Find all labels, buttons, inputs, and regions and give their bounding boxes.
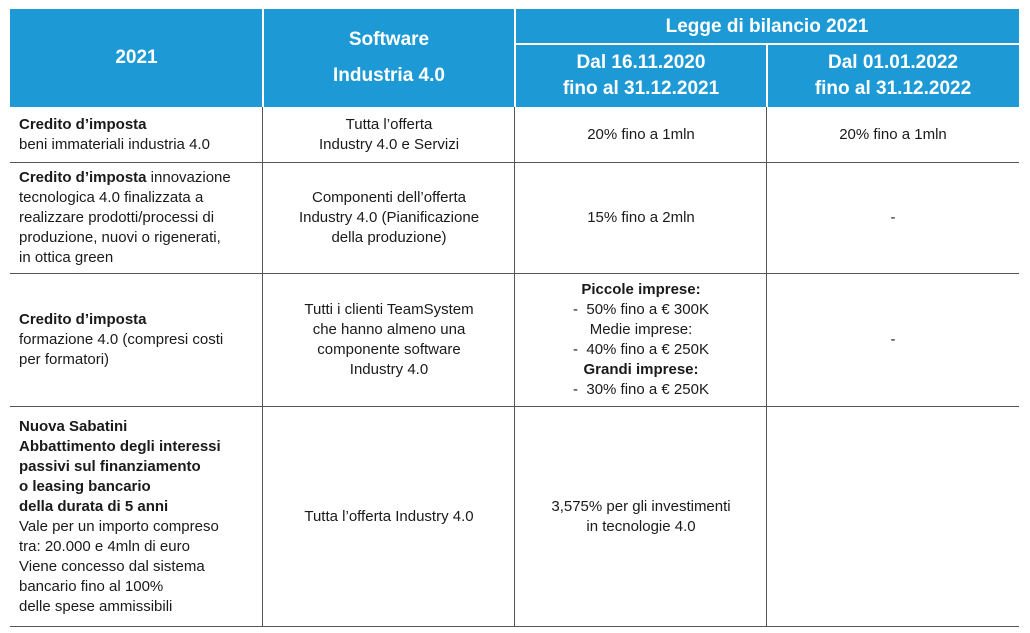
row-4-period-1-line1: 3,575% per gli investimenti <box>551 498 731 515</box>
row-1-title: Credito d’imposta <box>19 116 147 133</box>
header-period-1-line2: fino al 31.12.2021 <box>562 77 720 99</box>
row-1-label: Credito d’imposta beni immateriali indus… <box>10 108 263 162</box>
grid-h-1 <box>10 162 1019 163</box>
row-3-title: Credito d’imposta <box>19 311 147 328</box>
header-period-2-line1: Dal 01.01.2022 <box>828 51 958 73</box>
row-4-desc-line3: Viene concesso dal sistema <box>19 558 205 575</box>
row-2-software-line2: Industry 4.0 (Pianificazione <box>298 209 480 226</box>
row-2-period-2: - <box>767 163 1019 273</box>
row-2-desc-line4: in ottica green <box>19 249 114 266</box>
grid-h-2 <box>10 273 1019 274</box>
row-4-title-line1: Nuova Sabatini <box>19 418 128 435</box>
row-4-label: Nuova Sabatini Abbattimento degli intere… <box>10 407 263 627</box>
header-sep-3 <box>766 44 768 107</box>
row-3-label: Credito d’imposta formazione 4.0 (compre… <box>10 274 263 406</box>
header-software-line1: Software <box>348 29 430 50</box>
row-4-period-1-line2: in tecnologie 4.0 <box>586 518 696 535</box>
row-4-desc-line5: delle spese ammissibili <box>19 598 173 615</box>
row-3-medium-title: Medie imprese: <box>589 321 693 338</box>
header-period-1-line1: Dal 16.11.2020 <box>576 51 706 73</box>
header-software-line2: Industria 4.0 <box>333 65 445 86</box>
row-3-period-1: Piccole imprese: - 50% fino a € 300K Med… <box>515 274 767 406</box>
grid-h-bottom <box>10 626 1019 627</box>
row-3-software: Tutti i clienti TeamSystem che hanno alm… <box>263 274 515 406</box>
row-2-title-line: Credito d’imposta innovazione <box>19 168 231 188</box>
incentives-table: 2021 Software Industria 4.0 Legge di bil… <box>10 9 1019 627</box>
row-4-desc-line2: tra: 20.000 e 4mln di euro <box>19 538 190 555</box>
row-4-desc-line4: bancario fino al 100% <box>19 578 164 595</box>
header-legge-label: Legge di bilancio 2021 <box>665 15 869 37</box>
row-2-period-1-value: 15% fino a 2mln <box>587 209 695 226</box>
row-1-period-1-value: 20% fino a 1mln <box>587 126 695 143</box>
row-2-software: Componenti dell’offerta Industry 4.0 (Pi… <box>263 163 515 273</box>
header-software: Software Industria 4.0 <box>263 9 515 107</box>
row-2-desc-line1: tecnologica 4.0 finalizzata a <box>19 189 204 206</box>
row-4-software: Tutta l’offerta Industry 4.0 <box>263 407 515 627</box>
row-4-software-text: Tutta l’offerta Industry 4.0 <box>304 508 474 525</box>
row-1-period-2-value: 20% fino a 1mln <box>839 126 947 143</box>
grid-v-2 <box>514 107 515 627</box>
row-3-software-line4: Industry 4.0 <box>349 361 429 378</box>
row-2-period-1: 15% fino a 2mln <box>515 163 767 273</box>
header-period-2: Dal 01.01.2022 fino al 31.12.2022 <box>767 44 1019 107</box>
row-3-period-2-value: - <box>890 331 896 348</box>
row-2-title: Credito d’imposta <box>19 169 147 186</box>
header-period-2-line2: fino al 31.12.2022 <box>814 77 972 99</box>
row-3-small-title: Piccole imprese: <box>581 281 701 298</box>
grid-v-1 <box>262 107 263 627</box>
row-3-small-value: - 50% fino a € 300K <box>573 301 709 318</box>
header-period-1: Dal 16.11.2020 fino al 31.12.2021 <box>515 44 767 107</box>
row-2-software-line1: Componenti dell’offerta <box>312 189 466 206</box>
row-4-title-line3: passivi sul finanziamento <box>19 458 201 475</box>
header-sep-h <box>515 43 1019 45</box>
row-1-period-1: 20% fino a 1mln <box>515 108 767 162</box>
row-2-period-2-value: - <box>890 209 896 226</box>
row-2-software-line3: della produzione) <box>331 229 447 246</box>
row-2-desc-line2: realizzare prodotti/processi di <box>19 209 215 226</box>
row-3-large-title: Grandi imprese: <box>583 361 699 378</box>
row-3-period-2: - <box>767 274 1019 406</box>
row-3-medium-value: - 40% fino a € 250K <box>573 341 709 358</box>
row-4-desc-line1: Vale per un importo compreso <box>19 518 219 535</box>
row-3-software-line1: Tutti i clienti TeamSystem <box>304 301 474 318</box>
row-3-desc-line2: per formatori) <box>19 351 110 368</box>
row-3-large-value: - 30% fino a € 250K <box>573 381 709 398</box>
row-2-label: Credito d’imposta innovazione tecnologic… <box>10 163 263 273</box>
row-4-title-line4: o leasing bancario <box>19 478 151 495</box>
header-sep-1 <box>262 9 264 107</box>
row-3-desc-line1: formazione 4.0 (compresi costi <box>19 331 224 348</box>
row-4-period-2 <box>767 407 1019 627</box>
header-year-label: 2021 <box>115 47 158 68</box>
row-3-software-line2: che hanno almeno una <box>312 321 466 338</box>
row-2-desc-line3: produzione, nuovi o rigenerati, <box>19 229 221 246</box>
header-sep-2 <box>514 9 516 107</box>
header-legge: Legge di bilancio 2021 <box>515 9 1019 44</box>
row-2-title-suffix: innovazione <box>146 169 231 186</box>
row-1-software-line2: Industry 4.0 e Servizi <box>318 136 460 153</box>
row-1-desc: beni immateriali industria 4.0 <box>19 136 210 153</box>
row-1-period-2: 20% fino a 1mln <box>767 108 1019 162</box>
row-4-title-line2: Abbattimento degli interessi <box>19 438 221 455</box>
grid-h-3 <box>10 406 1019 407</box>
row-1-software: Tutta l’offerta Industry 4.0 e Servizi <box>263 108 515 162</box>
row-1-software-line1: Tutta l’offerta <box>345 116 433 133</box>
row-4-title-line5: della durata di 5 anni <box>19 498 169 515</box>
grid-v-3 <box>766 107 767 627</box>
header-year: 2021 <box>10 9 263 107</box>
row-3-software-line3: componente software <box>317 341 461 358</box>
row-4-period-1: 3,575% per gli investimenti in tecnologi… <box>515 407 767 627</box>
